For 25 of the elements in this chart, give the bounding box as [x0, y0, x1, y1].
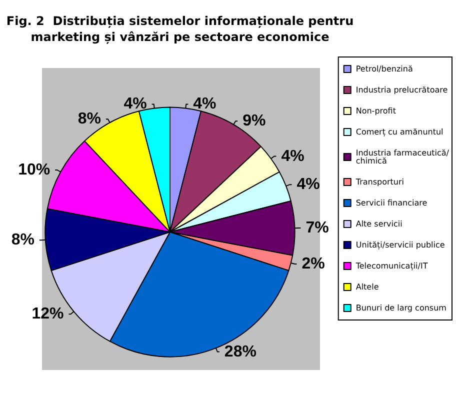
legend-label: Non-profit [356, 106, 396, 116]
data-label: 8% [78, 110, 101, 128]
data-label: 7% [306, 219, 329, 236]
legend-label: Servicii financiare [356, 198, 428, 208]
data-label: 10% [18, 161, 50, 178]
data-label: 4% [281, 148, 304, 165]
data-label: 2% [302, 256, 325, 273]
legend-label: Comerț cu amănuntul [356, 128, 444, 136]
legend-label: Altele [356, 282, 379, 292]
legend-label: Telecomunicații/IT [354, 262, 428, 270]
data-label: 4% [124, 96, 147, 113]
legend-label: Transporturi [354, 178, 404, 186]
legend-label: Petrol/benzină [356, 64, 413, 74]
legend-label: Unități/servicii publice [356, 240, 445, 250]
chart-title: Fig. 2 Distribuția sistemelor informaționale pentru marketing și vânzări pe sectoare economice [6, 14, 354, 44]
data-label: 12% [32, 306, 64, 323]
data-label: 28% [224, 343, 256, 360]
legend-label: Industria prelucrătoare [356, 86, 448, 94]
data-label: 4% [296, 176, 320, 194]
legend-label: Industria farmaceutică/chimică [356, 148, 450, 166]
legend-label: Alte servicii [356, 220, 402, 228]
data-label: 9% [242, 112, 266, 130]
data-label: 4% [193, 96, 216, 113]
legend-label: Bunuri de larg consum [356, 304, 447, 312]
data-label: 8% [11, 232, 34, 249]
